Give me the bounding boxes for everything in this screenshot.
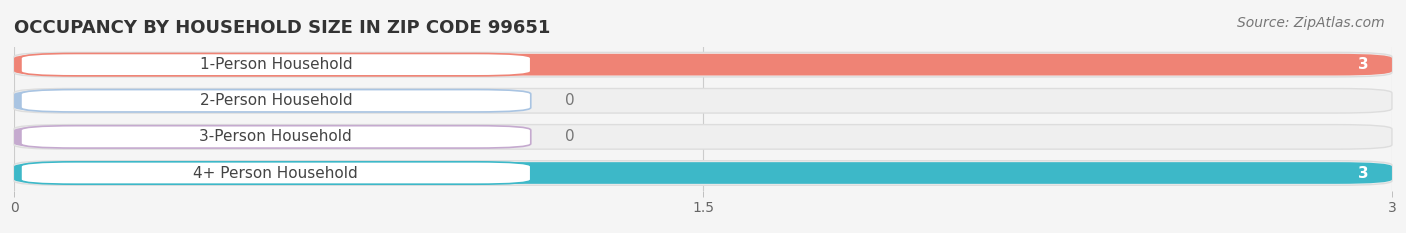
FancyBboxPatch shape [14,54,1392,75]
Text: OCCUPANCY BY HOUSEHOLD SIZE IN ZIP CODE 99651: OCCUPANCY BY HOUSEHOLD SIZE IN ZIP CODE … [14,19,550,37]
FancyBboxPatch shape [14,89,1392,113]
FancyBboxPatch shape [21,126,531,148]
FancyBboxPatch shape [21,162,531,184]
FancyBboxPatch shape [14,125,1392,149]
Text: 1-Person Household: 1-Person Household [200,57,352,72]
FancyBboxPatch shape [21,89,531,112]
Text: 0: 0 [565,129,575,144]
FancyBboxPatch shape [14,161,1392,185]
Text: 3: 3 [1358,165,1369,181]
Text: 2-Person Household: 2-Person Household [200,93,352,108]
Text: 0: 0 [565,93,575,108]
FancyBboxPatch shape [21,53,531,76]
FancyBboxPatch shape [14,162,1392,184]
Text: 3-Person Household: 3-Person Household [200,129,353,144]
Text: Source: ZipAtlas.com: Source: ZipAtlas.com [1237,16,1385,30]
FancyBboxPatch shape [14,90,302,112]
Text: 4+ Person Household: 4+ Person Household [194,165,359,181]
FancyBboxPatch shape [14,126,302,148]
FancyBboxPatch shape [14,52,1392,77]
Text: 3: 3 [1358,57,1369,72]
